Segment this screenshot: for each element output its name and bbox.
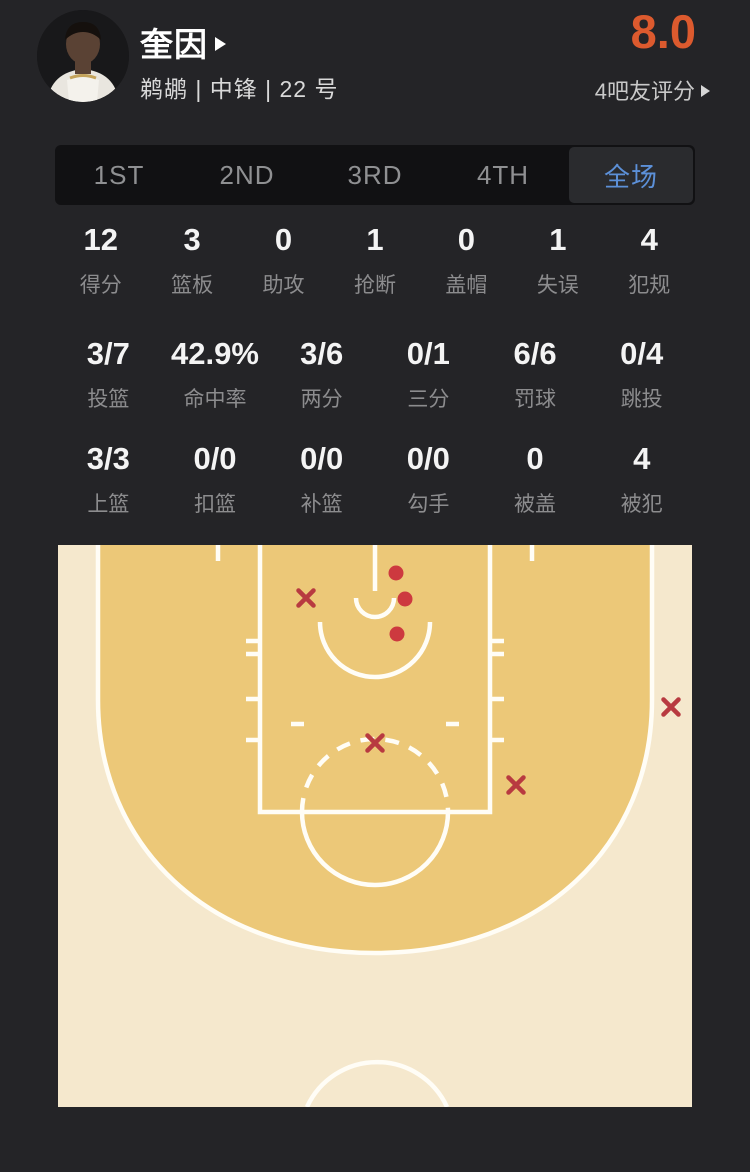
paint-key [257, 545, 493, 815]
lane-hash-marks-left [246, 638, 260, 743]
stat-rebounds: 3 篮板 [171, 222, 214, 297]
stat-jumpshot: 0/4 跳投 [620, 336, 664, 411]
stat-3pt: 0/1 三分 [406, 336, 450, 411]
stat-blocked: 0 被盖 [514, 441, 557, 516]
player-name: 奎因 [140, 26, 208, 63]
missed-shot-marker [506, 775, 526, 795]
tab-3rd[interactable]: 3RD [347, 159, 403, 190]
stat-fouls: 4 犯规 [628, 222, 671, 297]
player-avatar[interactable] [37, 10, 129, 102]
free-throw-circle-dashed [299, 736, 451, 813]
tab-4th[interactable]: 4TH [476, 159, 530, 190]
missed-shot-marker [365, 733, 385, 753]
stat-dunk: 0/0 扣篮 [193, 441, 237, 516]
player-header: 奎因 鹈鹕 | 中锋 | 22 号 8.0 4吧友评分 [0, 0, 750, 135]
player-meta: 鹈鹕 | 中锋 | 22 号 [140, 76, 339, 102]
rating-arrow-icon [701, 85, 710, 97]
lane-hash-marks-right [490, 638, 504, 743]
tab-2nd[interactable]: 2ND [219, 159, 275, 190]
stat-fg-pct: 42.9% 命中率 [171, 336, 259, 411]
shot-chart [58, 545, 692, 1108]
stat-ft: 6/6 罚球 [513, 336, 557, 411]
tab-1st[interactable]: 1ST [93, 159, 145, 190]
restricted-area-arc [317, 621, 433, 680]
made-shot-marker [397, 591, 413, 607]
stats-row-shot-types: 3/3 上篮 0/0 扣篮 0/0 补篮 0/0 勾手 0 被盖 4 被犯 [55, 441, 695, 518]
stat-turnovers: 1 失误 [536, 222, 579, 297]
stats-row-shooting: 3/7 投篮 42.9% 命中率 3/6 两分 0/1 三分 6/6 罚球 0/… [55, 336, 695, 413]
rating-caption: 4吧友评分 [594, 79, 695, 104]
stats-row-basic: 12 得分 3 篮板 0 助攻 1 抢断 0 盖帽 1 失误 4 犯规 [55, 222, 695, 299]
stat-2pt: 3/6 两分 [300, 336, 344, 411]
missed-shot-marker [296, 588, 316, 608]
stat-points: 12 得分 [79, 222, 122, 297]
missed-shot-marker [661, 697, 681, 717]
court-svg [58, 545, 692, 1108]
player-photo [37, 10, 129, 102]
stat-fg: 3/7 投篮 [86, 336, 130, 411]
stat-steals: 1 抢断 [353, 222, 396, 297]
shot-markers [296, 565, 681, 795]
center-circle-arc [304, 1059, 450, 1108]
stat-fouled: 4 被犯 [620, 441, 663, 516]
inside-three-region [98, 545, 652, 953]
tab-full-game[interactable]: 全场 [569, 147, 693, 203]
stat-layup: 3/3 上篮 [86, 441, 130, 516]
made-shot-marker [388, 565, 404, 581]
rating-link[interactable]: 4吧友评分 [595, 74, 710, 106]
made-shot-marker [389, 626, 405, 642]
three-point-line [95, 545, 655, 956]
stat-putback: 0/0 补篮 [300, 441, 344, 516]
free-throw-circle-solid [299, 811, 451, 888]
stat-hook: 0/0 勾手 [406, 441, 450, 516]
stat-assists: 0 助攻 [262, 222, 305, 297]
rating-value: 8.0 [630, 5, 696, 58]
court-lines [95, 545, 655, 1108]
stat-blocks: 0 盖帽 [445, 222, 488, 297]
rim [353, 545, 397, 620]
quarter-tabbar: 1ST 2ND 3RD 4TH 全场 [55, 145, 695, 205]
player-detail-arrow-icon[interactable] [215, 37, 226, 51]
